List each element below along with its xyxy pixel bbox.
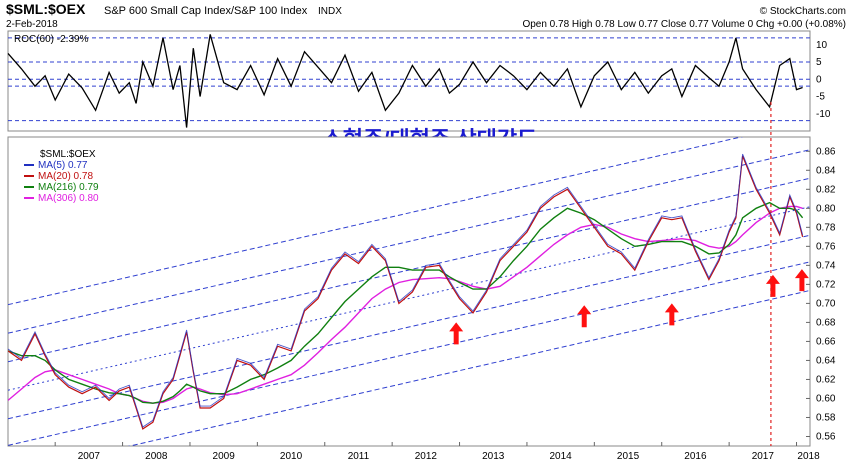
x-tick-label: 2017	[752, 451, 775, 462]
x-tick-label: 2018	[797, 451, 820, 462]
roc-legend: ROC(60) -2.39%	[14, 34, 89, 45]
price-grid	[806, 150, 810, 437]
channel-line	[127, 289, 810, 446]
roc-tick-label: 10	[816, 40, 828, 51]
x-tick-label: 2014	[550, 451, 573, 462]
red-arrow	[664, 303, 679, 326]
price-tick-label: 0.56	[816, 431, 836, 442]
price-tick-label: 0.58	[816, 412, 836, 423]
price-tick-label: 0.84	[816, 165, 836, 176]
roc-line	[7, 34, 803, 128]
price-panel	[7, 136, 811, 447]
quote-label: Open 0.78 High 0.78 Low 0.77 Close 0.77 …	[522, 19, 846, 30]
roc-tick-label: -5	[816, 92, 825, 103]
price-tick-label: 0.68	[816, 317, 836, 328]
legend-entry: MA(5) 0.77	[38, 160, 88, 171]
price-tick-label: 0.76	[816, 241, 836, 252]
roc-axis: 10 5 0 -5 -10	[816, 40, 831, 120]
price-tick-label: 0.86	[816, 146, 836, 157]
date-label: 2-Feb-2018	[6, 19, 58, 30]
channel-line	[8, 234, 810, 420]
price-tick-label: 0.70	[816, 298, 836, 309]
x-tick-label: 2007	[78, 451, 101, 462]
price-tick-label: 0.80	[816, 203, 836, 214]
price-tick-label: 0.72	[816, 279, 836, 290]
roc-tick-label: 0	[816, 74, 822, 85]
price-tick-label: 0.62	[816, 374, 836, 385]
regression-channel	[8, 137, 810, 446]
symbol-label: $SML:$OEX	[6, 1, 86, 17]
x-tick-label: 2015	[617, 451, 640, 462]
x-tick-label: 2010	[280, 451, 303, 462]
ratio-line	[8, 155, 804, 430]
red-arrow	[765, 274, 780, 297]
exchange-label: INDX	[318, 6, 342, 17]
roc-tick-label: 5	[816, 57, 822, 68]
x-tick-label: 2009	[213, 451, 236, 462]
price-axis: 0.86 0.84 0.82 0.80 0.78 0.76 0.74 0.72 0.70 0.68…	[816, 146, 836, 442]
buy-arrows	[449, 269, 809, 345]
red-arrow	[449, 322, 464, 345]
legend-title: $SML:$OEX	[40, 149, 96, 160]
x-tick-label: 2008	[145, 451, 168, 462]
x-tick-label: 2012	[415, 451, 438, 462]
x-axis: 2007 2008 2009 2010 2011 2012 2013 2014 2015 2016…	[54, 442, 820, 462]
legend-entry: MA(20) 0.78	[38, 171, 93, 182]
channel-line	[8, 261, 810, 446]
price-tick-label: 0.66	[816, 336, 836, 347]
price-tick-label: 0.60	[816, 393, 836, 404]
legend-entry: MA(216) 0.79	[38, 182, 99, 193]
copyright-label: © StockCharts.com	[760, 6, 846, 17]
ma5-line	[8, 153, 804, 428]
x-tick-label: 2013	[482, 451, 505, 462]
legend-entry: MA(306) 0.80	[38, 193, 99, 204]
red-arrow	[577, 305, 592, 328]
price-tick-label: 0.74	[816, 260, 836, 271]
series-lines	[8, 153, 804, 430]
description-label: S&P 600 Small Cap Index/S&P 100 Index	[104, 5, 308, 17]
channel-line	[8, 206, 810, 391]
red-arrow	[794, 269, 809, 292]
price-tick-label: 0.82	[816, 184, 836, 195]
ma216-line	[8, 201, 804, 404]
x-tick-label: 2011	[348, 451, 370, 462]
roc-grid	[8, 37, 810, 122]
roc-tick-label: -10	[816, 109, 831, 120]
price-tick-label: 0.78	[816, 222, 836, 233]
channel-line	[8, 137, 744, 306]
x-tick-label: 2016	[684, 451, 707, 462]
roc-panel	[7, 30, 811, 132]
channel-line	[8, 149, 810, 334]
price-tick-label: 0.64	[816, 355, 836, 366]
